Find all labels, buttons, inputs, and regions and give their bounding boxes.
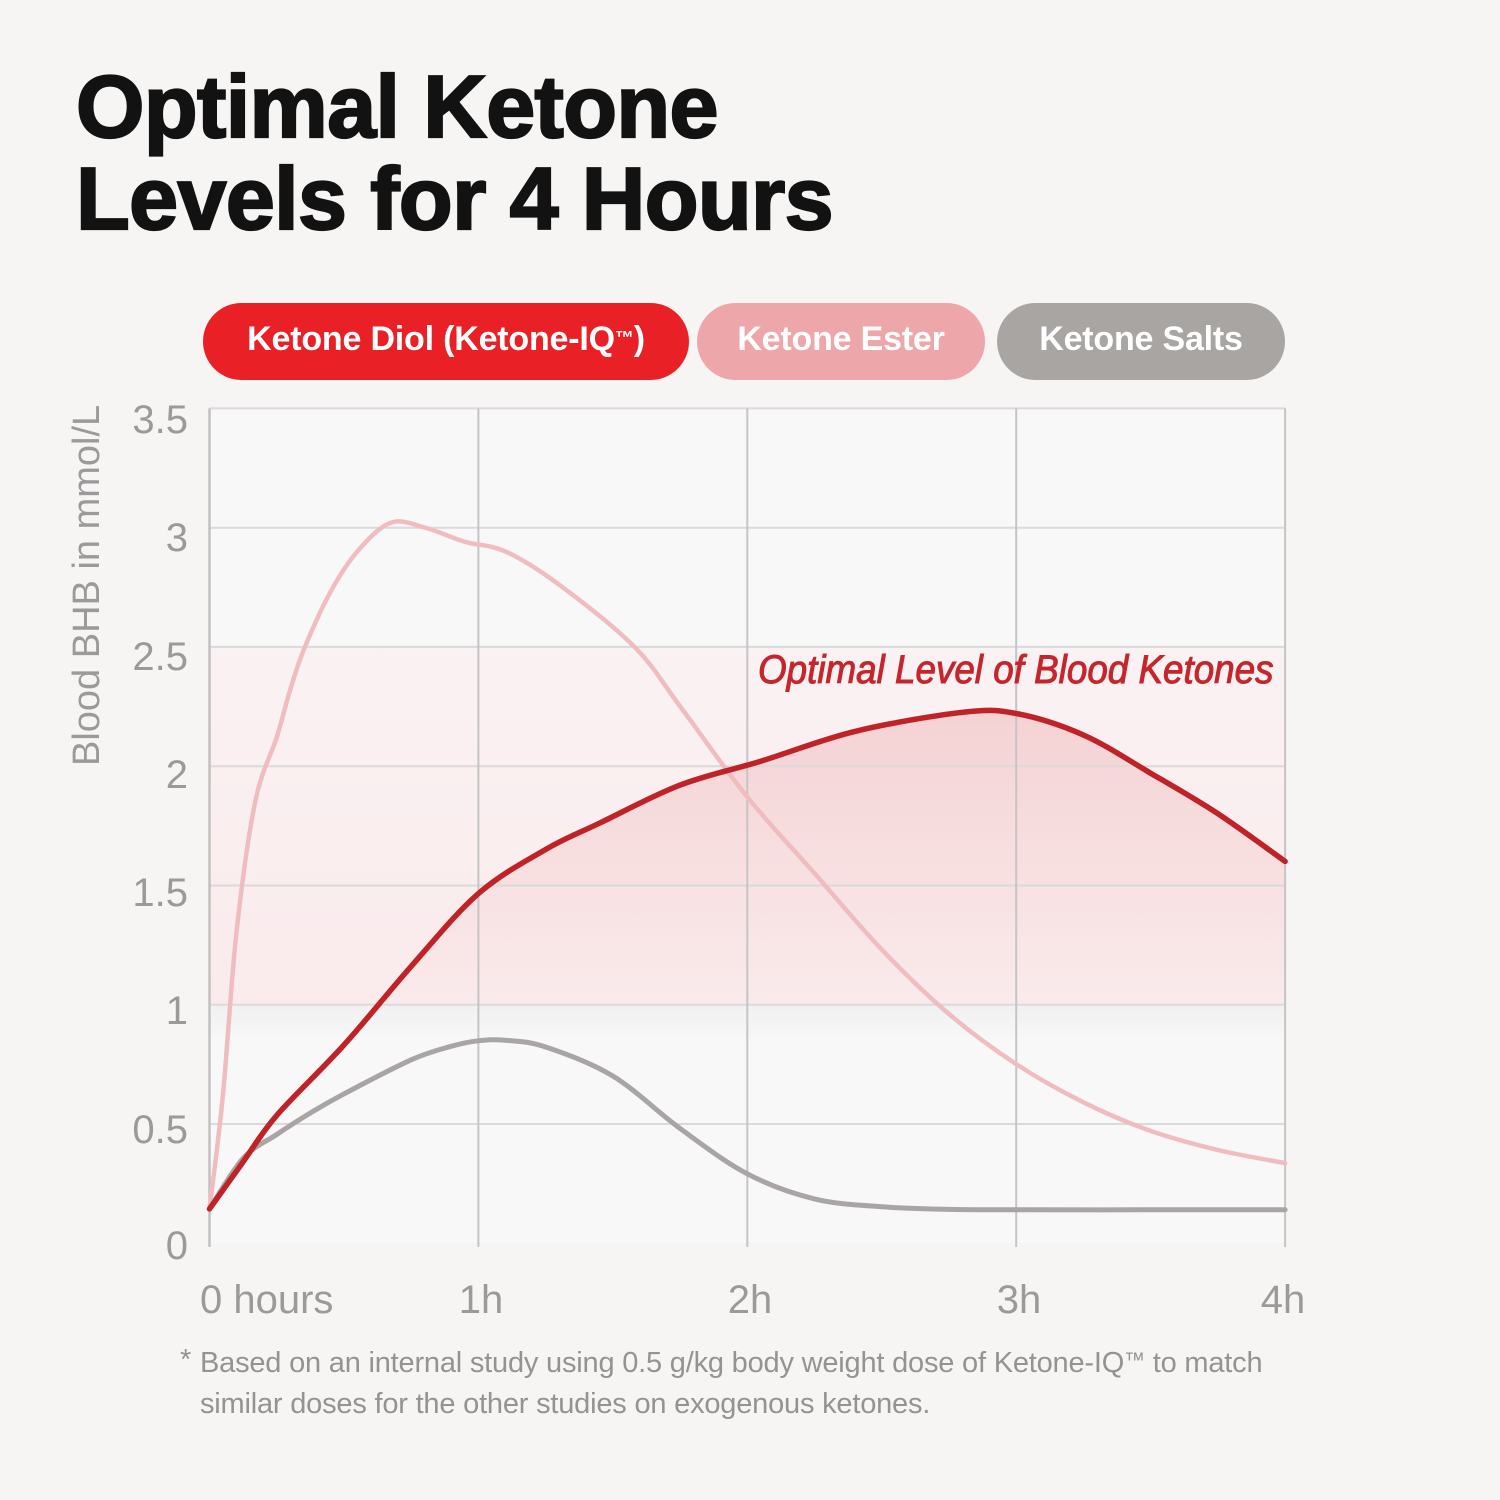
svg-text:2h: 2h: [728, 1278, 773, 1322]
svg-text:0 hours: 0 hours: [200, 1278, 333, 1322]
svg-text:3: 3: [166, 516, 188, 560]
svg-text:2: 2: [166, 753, 188, 797]
svg-text:1h: 1h: [459, 1278, 504, 1322]
svg-text:1.5: 1.5: [132, 871, 188, 915]
svg-text:2.5: 2.5: [132, 635, 188, 679]
svg-text:0: 0: [166, 1224, 188, 1268]
svg-text:1: 1: [166, 989, 188, 1033]
svg-text:3.5: 3.5: [132, 398, 188, 442]
svg-text:4h: 4h: [1261, 1278, 1306, 1322]
svg-text:0.5: 0.5: [132, 1108, 188, 1152]
svg-text:3h: 3h: [997, 1278, 1042, 1322]
